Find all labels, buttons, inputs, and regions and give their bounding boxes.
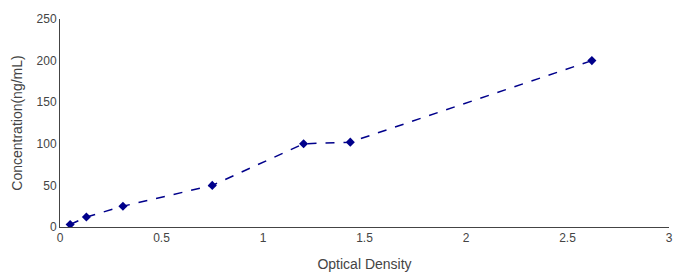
svg-text:250: 250 <box>37 12 57 26</box>
svg-text:0: 0 <box>57 231 64 245</box>
svg-text:Concentration(ng/mL): Concentration(ng/mL) <box>9 55 25 190</box>
svg-text:150: 150 <box>37 95 57 109</box>
svg-text:100: 100 <box>37 137 57 151</box>
svg-text:1: 1 <box>260 231 267 245</box>
svg-text:3: 3 <box>666 231 673 245</box>
svg-text:0.5: 0.5 <box>153 231 170 245</box>
svg-text:2: 2 <box>463 231 470 245</box>
svg-text:1.5: 1.5 <box>356 231 373 245</box>
svg-text:2.5: 2.5 <box>559 231 576 245</box>
svg-text:Optical Density: Optical Density <box>317 256 411 272</box>
svg-text:50: 50 <box>43 179 57 193</box>
svg-text:200: 200 <box>37 54 57 68</box>
svg-text:0: 0 <box>50 220 57 234</box>
